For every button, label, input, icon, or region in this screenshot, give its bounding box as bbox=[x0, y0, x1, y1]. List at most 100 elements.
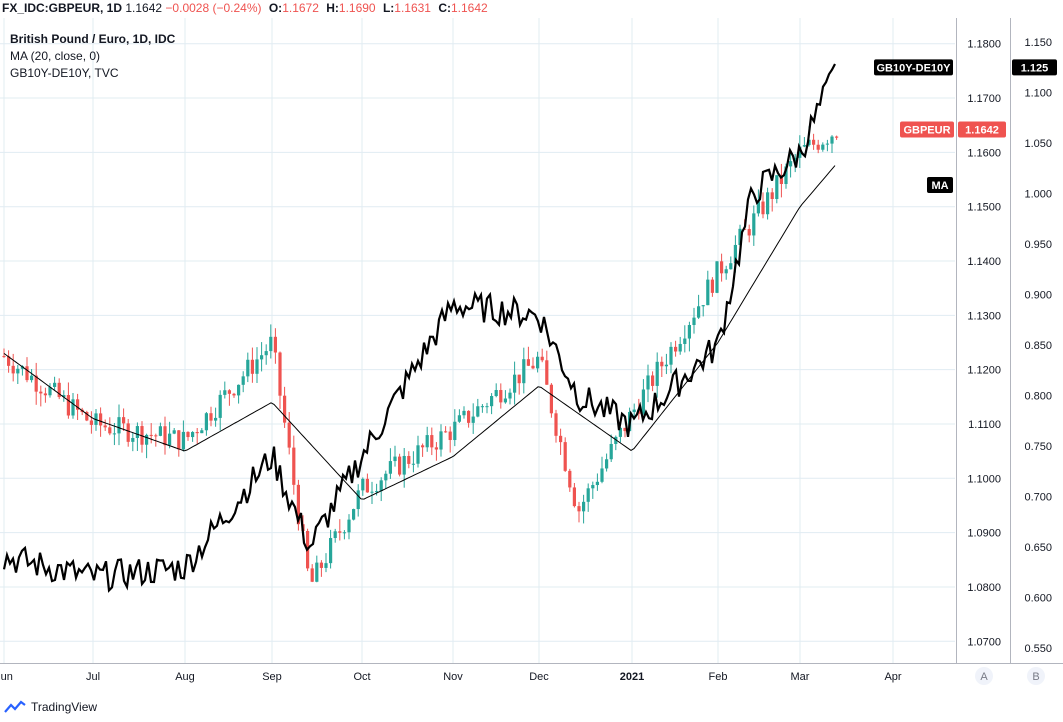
candle-body bbox=[692, 317, 696, 326]
axis-b-tick-label: 1.150 bbox=[1024, 37, 1052, 49]
candle-body bbox=[117, 417, 121, 434]
legend-overlay[interactable]: GB10Y-DE10Y, TVC bbox=[10, 66, 119, 80]
axis-corner-buttons[interactable]: A B bbox=[975, 667, 1045, 685]
candle-body bbox=[384, 473, 388, 481]
candle-body bbox=[99, 413, 103, 426]
candle-body bbox=[204, 413, 208, 431]
candle-body bbox=[292, 447, 296, 485]
candle-body bbox=[39, 391, 43, 394]
candle-body bbox=[651, 375, 655, 386]
candle-body bbox=[540, 356, 544, 361]
candle-body bbox=[168, 433, 172, 446]
candle-body bbox=[825, 143, 829, 145]
candle-body bbox=[499, 390, 503, 403]
axis-a-tick-label: 1.1400 bbox=[967, 256, 1001, 268]
candle-body bbox=[421, 445, 425, 448]
price-name-tag-text: GBPEUR bbox=[903, 125, 950, 137]
legend-title[interactable]: British Pound / Euro, 1D, IDC bbox=[10, 32, 176, 46]
candle-body bbox=[11, 365, 15, 374]
candle-body bbox=[214, 417, 218, 421]
axis-a-tick-label: 1.1100 bbox=[968, 419, 1001, 431]
candle-body bbox=[549, 384, 553, 414]
candle-body bbox=[361, 478, 365, 491]
candle-body bbox=[145, 434, 149, 445]
axis-a-tick-label: 1.0700 bbox=[967, 636, 1001, 648]
candle-body bbox=[218, 394, 222, 418]
overlay-name-tag-bg bbox=[874, 59, 953, 76]
axis-b-tick-label: 0.700 bbox=[1024, 491, 1052, 503]
candle-body bbox=[490, 396, 494, 407]
candle-body bbox=[766, 192, 770, 215]
candle-body bbox=[269, 336, 273, 352]
candle-body bbox=[158, 426, 162, 436]
axis-a-tick-label: 1.0800 bbox=[967, 582, 1001, 594]
candle-body bbox=[375, 491, 379, 493]
candle-body bbox=[683, 338, 687, 344]
price-axis-b[interactable]: 1.150 1.100 1.050 1.000 0.950 0.900 0.850 0.800… bbox=[1024, 37, 1052, 655]
candle-body bbox=[379, 480, 383, 492]
candle-body bbox=[503, 398, 507, 403]
candle-body bbox=[646, 375, 650, 390]
candle-body bbox=[600, 468, 604, 482]
axis-b-tick-label: 0.750 bbox=[1024, 441, 1052, 453]
time-axis-label: Sep bbox=[262, 671, 282, 683]
candle-body bbox=[347, 519, 351, 533]
gb10y-de10y-line bbox=[2, 63, 836, 593]
time-axis[interactable]: Jun Jul Aug Sep Oct Nov Dec 2021 Feb Mar Apr bbox=[0, 671, 902, 683]
candle-body bbox=[7, 356, 11, 366]
axis-b-tick-label: 1.000 bbox=[1024, 189, 1052, 201]
axis-b-tick-label: 0.650 bbox=[1024, 542, 1052, 554]
candle-body bbox=[149, 434, 153, 436]
candle-body bbox=[255, 359, 259, 374]
candle-body bbox=[674, 346, 678, 352]
candle-body bbox=[181, 431, 185, 450]
candle-body bbox=[172, 430, 176, 434]
candle-body bbox=[232, 393, 236, 396]
candle-body bbox=[738, 228, 742, 245]
legend-ma[interactable]: MA (20, close, 0) bbox=[10, 49, 101, 63]
time-axis-label: Jun bbox=[0, 671, 13, 683]
axis-a-tick-label: 1.1800 bbox=[967, 39, 1001, 51]
candle-body bbox=[260, 355, 264, 360]
low-label: L: bbox=[382, 1, 395, 15]
candle-body bbox=[448, 431, 452, 441]
candle-body bbox=[250, 359, 254, 374]
axis-a-button[interactable] bbox=[975, 667, 993, 685]
candle-body bbox=[526, 359, 530, 366]
candle-body bbox=[462, 410, 466, 416]
candle-body bbox=[352, 509, 356, 520]
candle-body bbox=[572, 487, 576, 507]
close-value: 1.1642 bbox=[451, 1, 488, 15]
candle-body bbox=[283, 395, 287, 423]
tradingview-logo-icon bbox=[4, 700, 26, 713]
candle-body bbox=[756, 201, 760, 214]
candle-body bbox=[706, 279, 710, 306]
tradingview-footer[interactable]: TradingView bbox=[4, 700, 97, 714]
candle-body bbox=[554, 413, 558, 436]
candle-body bbox=[623, 427, 627, 432]
candle-body bbox=[365, 478, 369, 493]
candle-body bbox=[669, 346, 673, 365]
time-axis-label: Aug bbox=[175, 671, 195, 683]
time-axis-label: Jul bbox=[86, 671, 100, 683]
candle-body bbox=[779, 175, 783, 185]
candle-body bbox=[586, 488, 590, 502]
open-value: 1.1672 bbox=[282, 1, 319, 15]
candle-body bbox=[591, 485, 595, 489]
chart-grid bbox=[0, 18, 955, 663]
candle-body bbox=[605, 459, 609, 469]
candle-body bbox=[103, 425, 107, 428]
candle-body bbox=[444, 431, 448, 433]
candle-body bbox=[697, 306, 701, 318]
ma-tag-bg bbox=[927, 176, 953, 193]
tradingview-brand: TradingView bbox=[31, 700, 98, 714]
symbol-name[interactable]: FX_IDC:GBPEUR, 1D bbox=[2, 1, 123, 15]
price-tags: GB10Y-DE10Y 1.125 GBPEUR 1.1642 MA bbox=[874, 59, 1057, 193]
candle-body bbox=[416, 445, 420, 464]
price-axis-a[interactable]: 1.1800 1.1700 1.1600 1.1500 1.1400 1.1300 1.12… bbox=[967, 39, 1001, 649]
candle-body bbox=[315, 562, 319, 582]
candle-body bbox=[471, 416, 475, 423]
candle-body bbox=[48, 386, 52, 396]
axis-b-button[interactable] bbox=[1027, 667, 1045, 685]
